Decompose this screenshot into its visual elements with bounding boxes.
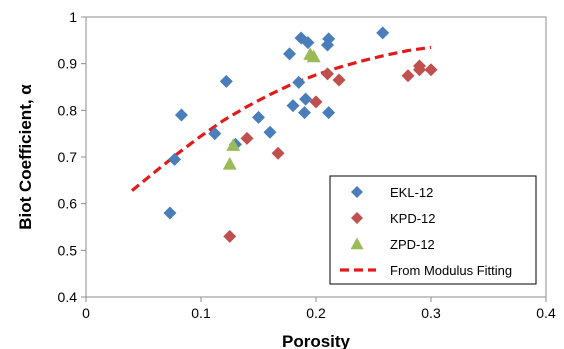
data-point-ekl-12 bbox=[174, 108, 188, 122]
data-point-kpd-12 bbox=[401, 69, 415, 83]
data-point-kpd-12 bbox=[332, 73, 346, 87]
y-tick-label: 0.4 bbox=[58, 289, 78, 305]
data-point-ekl-12 bbox=[283, 47, 297, 61]
y-axis-title: Biot Coefficient, α bbox=[16, 84, 35, 230]
series-zpd-12 bbox=[222, 47, 321, 170]
legend: EKL-12 KPD-12 ZPD-12 From Modulus Fitting bbox=[329, 175, 537, 285]
data-point-kpd-12 bbox=[271, 146, 285, 160]
series-ekl-12 bbox=[163, 26, 390, 220]
x-tick-label: 0.2 bbox=[306, 305, 326, 321]
y-tick-label: 1 bbox=[69, 9, 77, 25]
data-point-kpd-12 bbox=[424, 63, 438, 77]
curve-layer bbox=[130, 45, 432, 192]
data-point-ekl-12 bbox=[322, 32, 336, 46]
data-point-ekl-12 bbox=[163, 206, 177, 220]
axes-layer: 0 0.1 0.2 0.3 0.4 0.4 0.5 0.6 0.7 0.8 0.9 1 bbox=[58, 9, 556, 321]
data-point-ekl-12 bbox=[322, 106, 336, 120]
legend-label-kpd-12: KPD-12 bbox=[390, 211, 436, 226]
legend-label-from-modulus-fitting: From Modulus Fitting bbox=[390, 263, 512, 278]
data-point-ekl-12 bbox=[252, 110, 265, 124]
data-point-kpd-12 bbox=[413, 63, 426, 77]
data-point-ekl-12 bbox=[376, 26, 390, 40]
data-point-ekl-12 bbox=[298, 106, 311, 120]
x-tick-label: 0.3 bbox=[421, 305, 441, 321]
data-point-ekl-12 bbox=[292, 75, 306, 89]
data-point-zpd-12 bbox=[226, 138, 241, 151]
y-tick-label: 0.8 bbox=[58, 102, 78, 118]
data-point-zpd-12 bbox=[222, 157, 237, 170]
points-layer bbox=[163, 26, 438, 243]
data-point-ekl-12 bbox=[301, 36, 315, 50]
data-point-kpd-12 bbox=[309, 95, 323, 109]
data-point-ekl-12 bbox=[263, 125, 277, 139]
data-point-ekl-12 bbox=[168, 152, 182, 166]
y-tick-label: 0.6 bbox=[58, 196, 78, 212]
legend-box bbox=[329, 175, 537, 285]
x-axis-title: Porosity bbox=[282, 332, 351, 349]
x-tick-label: 0.4 bbox=[536, 305, 556, 321]
data-point-ekl-12 bbox=[299, 92, 313, 106]
series-kpd-12 bbox=[223, 59, 438, 243]
data-point-ekl-12 bbox=[208, 127, 222, 141]
data-point-kpd-12 bbox=[240, 131, 254, 145]
y-tick-label: 0.7 bbox=[58, 149, 78, 165]
data-point-kpd-12 bbox=[223, 229, 237, 243]
x-tick-label: 0 bbox=[82, 305, 90, 321]
data-point-kpd-12 bbox=[321, 67, 334, 81]
data-point-ekl-12 bbox=[286, 99, 300, 113]
data-point-zpd-12 bbox=[306, 49, 321, 63]
legend-swatch-ekl-12 bbox=[351, 186, 363, 198]
legend-label-zpd-12: ZPD-12 bbox=[390, 237, 435, 252]
legend-swatch-zpd-12 bbox=[350, 237, 364, 250]
data-point-ekl-12 bbox=[219, 74, 233, 88]
legend-label-ekl-12: EKL-12 bbox=[390, 185, 433, 200]
y-tick-label: 0.9 bbox=[58, 56, 78, 72]
y-tick-label: 0.5 bbox=[58, 242, 78, 258]
legend-swatch-kpd-12 bbox=[351, 212, 363, 224]
modulus-fitting-curve bbox=[130, 45, 432, 192]
x-tick-label: 0.1 bbox=[191, 305, 211, 321]
